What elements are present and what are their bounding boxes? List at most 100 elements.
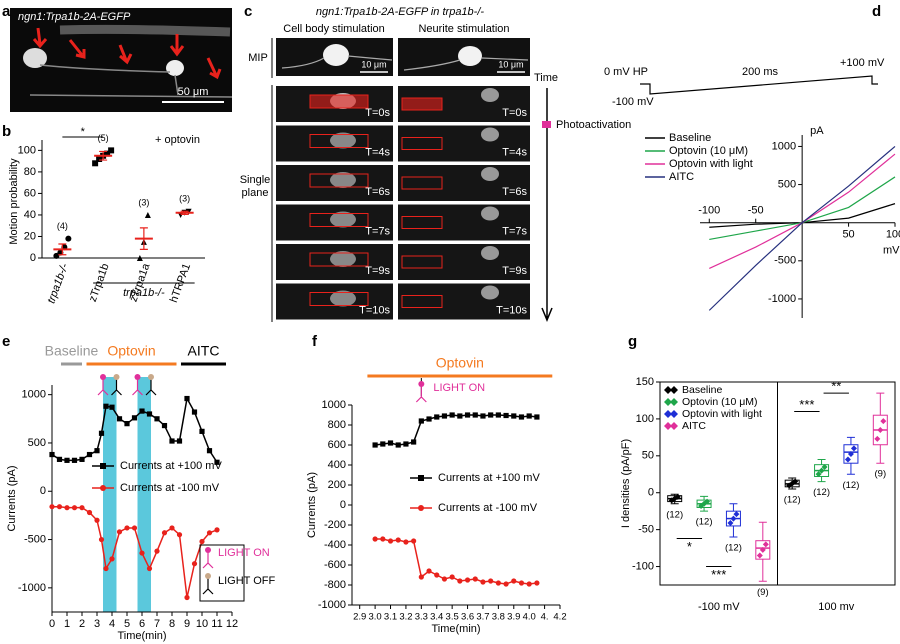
data-point [457,413,463,419]
legend-label: Baseline [669,132,711,144]
x-tick-label: 50 [842,229,854,241]
stimulation-region [401,97,443,111]
micrograph [398,244,530,280]
data-point [199,428,205,434]
x-tick-label: 12 [226,618,238,630]
data-point [503,412,509,419]
data-point [534,580,540,586]
legend-label: Optovin (10 μM) [669,145,748,157]
data-point [518,414,525,420]
y-tick-label: 50 [642,450,654,462]
x-tick-label: 0 [49,618,55,630]
significance-label: ** [831,379,841,394]
data-point [403,441,409,447]
y-tick-label: 0 [340,499,346,511]
data-point [56,456,63,462]
data-point [472,412,478,418]
cell-body [481,127,499,142]
x-tick-label: 2 [79,618,85,630]
time-label: T=10s [496,304,527,316]
n-label: (12) [842,480,859,491]
data-point [518,580,525,586]
data-point [49,504,55,510]
data-point [372,442,378,448]
legend-marker [664,386,678,394]
data-point [792,478,799,485]
n-label: (3) [138,197,149,207]
x-tick-label: 3.6 [461,612,474,623]
legend-marker [664,422,678,430]
stimulation-region [309,292,369,306]
data-point [395,537,401,543]
x-tick-label: 10 [196,618,208,630]
cell-body [481,206,499,221]
legend-label: Currents at -100 mV [438,502,538,514]
protocol-label: -100 mV [612,96,654,108]
data-point [372,536,378,542]
data-point [154,548,160,554]
light-legend-box [199,544,245,602]
data-point [169,525,175,531]
data-point [161,422,168,429]
x-tick-label: 3.1 [384,612,397,623]
data-point [191,409,198,415]
voltage-protocol [640,75,878,95]
data-point [418,418,424,424]
data-point [380,441,386,447]
legend-label: Optovin with light [669,158,753,170]
data-point [131,525,138,531]
legend-label: Currents at +100 mV [120,460,222,472]
data-point [759,546,766,553]
n-label: (12) [696,517,713,528]
data-point [206,530,213,536]
data-point [434,414,440,420]
data-point [184,395,190,402]
x-tick-label: 3.7 [476,612,489,623]
data-point [109,556,115,562]
x-tick-label: 3.0 [369,612,382,623]
data-point [98,430,105,436]
data-point [108,147,115,154]
x-tick-label: 4.0 [523,612,536,623]
data-point [214,527,220,533]
data-point [146,411,153,417]
data-point [116,529,123,535]
data-point [815,471,822,478]
data-point [756,552,763,559]
data-point [103,403,109,409]
x-axis-label: mV [883,245,900,257]
data-point [480,413,486,419]
data-point [877,426,884,433]
data-point [511,413,517,419]
data-point [511,578,517,584]
y-tick-label: 1000 [322,399,346,411]
time-label: T=9s [365,265,390,277]
data-point [214,459,220,465]
n-label: (3) [179,194,190,204]
error-bar [180,210,189,216]
cell-body [330,172,356,188]
y-tick-label: 0 [30,252,36,264]
data-point [762,541,769,548]
x-tick-label: trpa1b-/- [45,262,71,305]
micrograph [398,283,530,320]
data-point [503,581,509,587]
data-point [464,577,471,583]
x-axis-label: Time(min) [431,623,480,635]
x-tick-label: 3.5 [446,612,459,623]
x-tick-label: 3.4 [430,612,443,623]
stimulation-region [309,213,369,227]
data-point [94,517,100,523]
y-tick-label: 150 [636,376,654,388]
y-tick-label: -100 [632,560,654,572]
y-tick-label: 400 [328,459,346,471]
data-point [534,414,540,420]
data-point [821,464,828,471]
row-header-box: Single plane [240,174,271,199]
data-point [49,451,55,458]
period-label: Baseline [45,343,99,359]
period-label: AITC [188,343,220,359]
x-tick-label: 1 [64,618,70,630]
scale-label: 10 μm [498,59,523,69]
